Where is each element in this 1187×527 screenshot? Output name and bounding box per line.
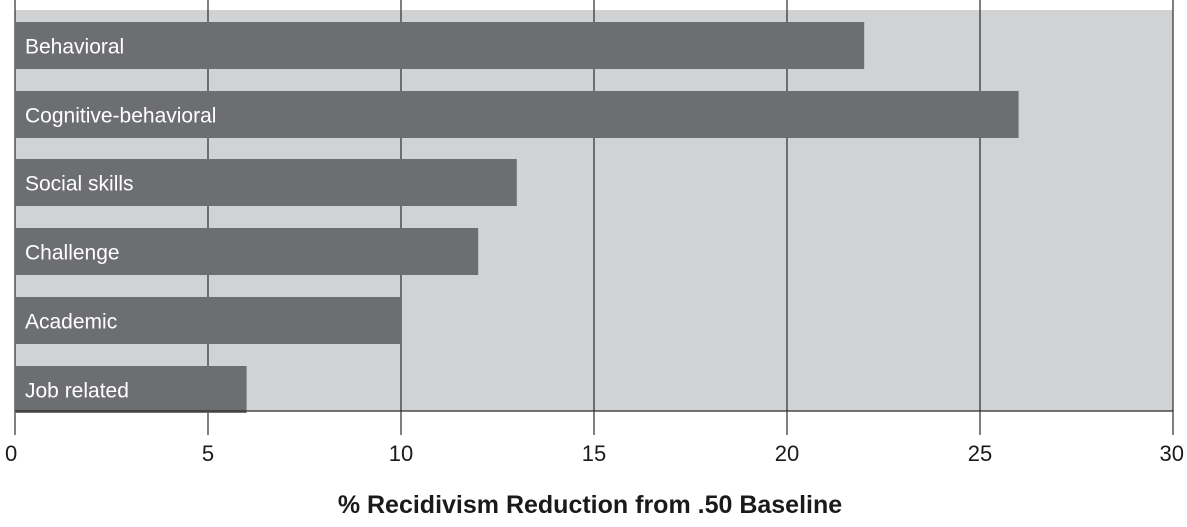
bar-academic (16, 297, 401, 344)
x-tick-label: 25 (968, 441, 992, 466)
gridlines (14, 0, 1174, 435)
bar-label: Social skills (25, 173, 134, 196)
x-tick-label: 20 (775, 441, 799, 466)
x-tick-label: 15 (582, 441, 606, 466)
bar-behavioral (16, 22, 865, 69)
x-axis-ticks: 0 5 10 15 20 25 30 (5, 441, 1184, 466)
x-tick-label: 0 (5, 441, 17, 466)
bar-label: Challenge (25, 242, 120, 265)
bar-cognitive-behavioral (16, 91, 1019, 138)
bar-label: Job related (25, 380, 129, 403)
bar-social-skills (16, 159, 517, 206)
bar-label: Academic (25, 311, 117, 334)
x-tick-label: 10 (389, 441, 413, 466)
x-tick-label: 30 (1160, 441, 1184, 466)
bar-job-related (16, 366, 247, 413)
x-tick-label: 5 (202, 441, 214, 466)
bar-label: Behavioral (25, 36, 124, 59)
bar-challenge (16, 228, 479, 275)
bars (16, 22, 1019, 413)
bar-label: Cognitive-behavioral (25, 105, 216, 128)
x-axis-title: % Recidivism Reduction from .50 Baseline (338, 491, 842, 519)
bar-labels: Behavioral Cognitive-behavioral Social ski… (25, 36, 216, 403)
